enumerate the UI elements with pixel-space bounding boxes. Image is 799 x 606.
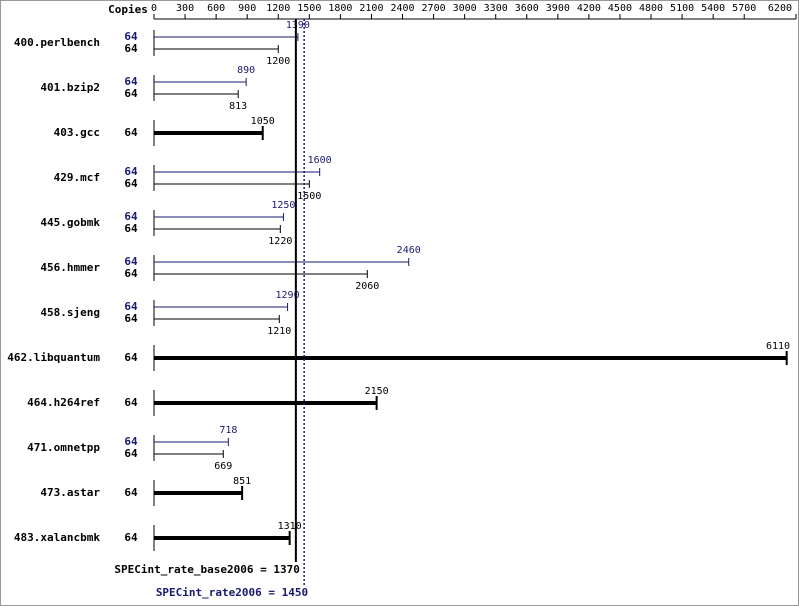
- benchmark-label: 462.libquantum: [7, 351, 100, 364]
- value-label: 1390: [286, 20, 310, 31]
- x-tick-label: 2100: [359, 3, 383, 14]
- x-axis-label: Copies: [108, 3, 148, 16]
- x-tick-label: 4200: [577, 3, 601, 14]
- copies-label: 64: [124, 87, 138, 100]
- x-tick-label: 5100: [670, 3, 694, 14]
- copies-label: 64: [124, 30, 138, 43]
- x-tick-label: 1500: [297, 3, 321, 14]
- copies-label: 64: [124, 267, 138, 280]
- x-tick-label: 900: [238, 3, 256, 14]
- benchmark-label: 400.perlbench: [14, 36, 100, 49]
- value-label: 1250: [271, 200, 295, 211]
- x-tick-label: 4500: [608, 3, 632, 14]
- x-tick-label: 3300: [484, 3, 508, 14]
- value-label: 1600: [308, 155, 332, 166]
- x-tick-label: 5700: [732, 3, 756, 14]
- benchmark-label: 483.xalancbmk: [14, 531, 100, 544]
- x-tick-label: 3600: [515, 3, 539, 14]
- benchmark-label: 471.omnetpp: [27, 441, 100, 454]
- value-label: 1200: [266, 56, 290, 67]
- copies-label: 64: [124, 222, 138, 235]
- x-tick-label: 3000: [453, 3, 477, 14]
- benchmark-label: 456.hmmer: [40, 261, 100, 274]
- value-label: 718: [219, 425, 237, 436]
- copies-label: 64: [124, 255, 138, 268]
- copies-label: 64: [124, 486, 138, 499]
- benchmark-label: 458.sjeng: [40, 306, 100, 319]
- copies-label: 64: [124, 177, 138, 190]
- copies-label: 64: [124, 531, 138, 544]
- x-tick-label: 2400: [390, 3, 414, 14]
- value-label: 1210: [267, 326, 291, 337]
- benchmark-label: 464.h264ref: [27, 396, 100, 409]
- x-tick-label: 1200: [266, 3, 290, 14]
- x-tick-label: 4800: [639, 3, 663, 14]
- copies-label: 64: [124, 351, 138, 364]
- value-label: 1220: [268, 236, 292, 247]
- x-tick-label: 1800: [328, 3, 352, 14]
- copies-label: 64: [124, 435, 138, 448]
- copies-label: 64: [124, 75, 138, 88]
- reference-label: SPECint_rate2006 = 1450: [156, 586, 308, 599]
- copies-label: 64: [124, 165, 138, 178]
- x-tick-label: 600: [207, 3, 225, 14]
- value-label: 1500: [297, 191, 321, 202]
- value-label: 851: [233, 476, 251, 487]
- value-label: 1050: [251, 116, 275, 127]
- value-label: 890: [237, 65, 255, 76]
- value-label: 669: [214, 461, 232, 472]
- value-label: 1290: [276, 290, 300, 301]
- value-label: 813: [229, 101, 247, 112]
- benchmark-label: 445.gobmk: [40, 216, 100, 229]
- benchmark-label: 473.astar: [40, 486, 100, 499]
- benchmark-label: 401.bzip2: [40, 81, 100, 94]
- copies-label: 64: [124, 300, 138, 313]
- value-label: 2060: [355, 281, 379, 292]
- copies-label: 64: [124, 42, 138, 55]
- x-tick-label: 6200: [768, 3, 792, 14]
- benchmark-label: 403.gcc: [54, 126, 100, 139]
- value-label: 6110: [766, 341, 790, 352]
- x-tick-label: 0: [151, 3, 157, 14]
- x-tick-label: 5400: [701, 3, 725, 14]
- x-tick-label: 3900: [546, 3, 570, 14]
- value-label: 2150: [365, 386, 389, 397]
- copies-label: 64: [124, 447, 138, 460]
- reference-label: SPECint_rate_base2006 = 1370: [114, 563, 299, 576]
- x-tick-label: 2700: [422, 3, 446, 14]
- x-tick-label: 300: [176, 3, 194, 14]
- copies-label: 64: [124, 312, 138, 325]
- value-label: 2460: [397, 245, 421, 256]
- copies-label: 64: [124, 126, 138, 139]
- benchmark-label: 429.mcf: [54, 171, 100, 184]
- copies-label: 64: [124, 396, 138, 409]
- value-label: 1310: [278, 521, 302, 532]
- copies-label: 64: [124, 210, 138, 223]
